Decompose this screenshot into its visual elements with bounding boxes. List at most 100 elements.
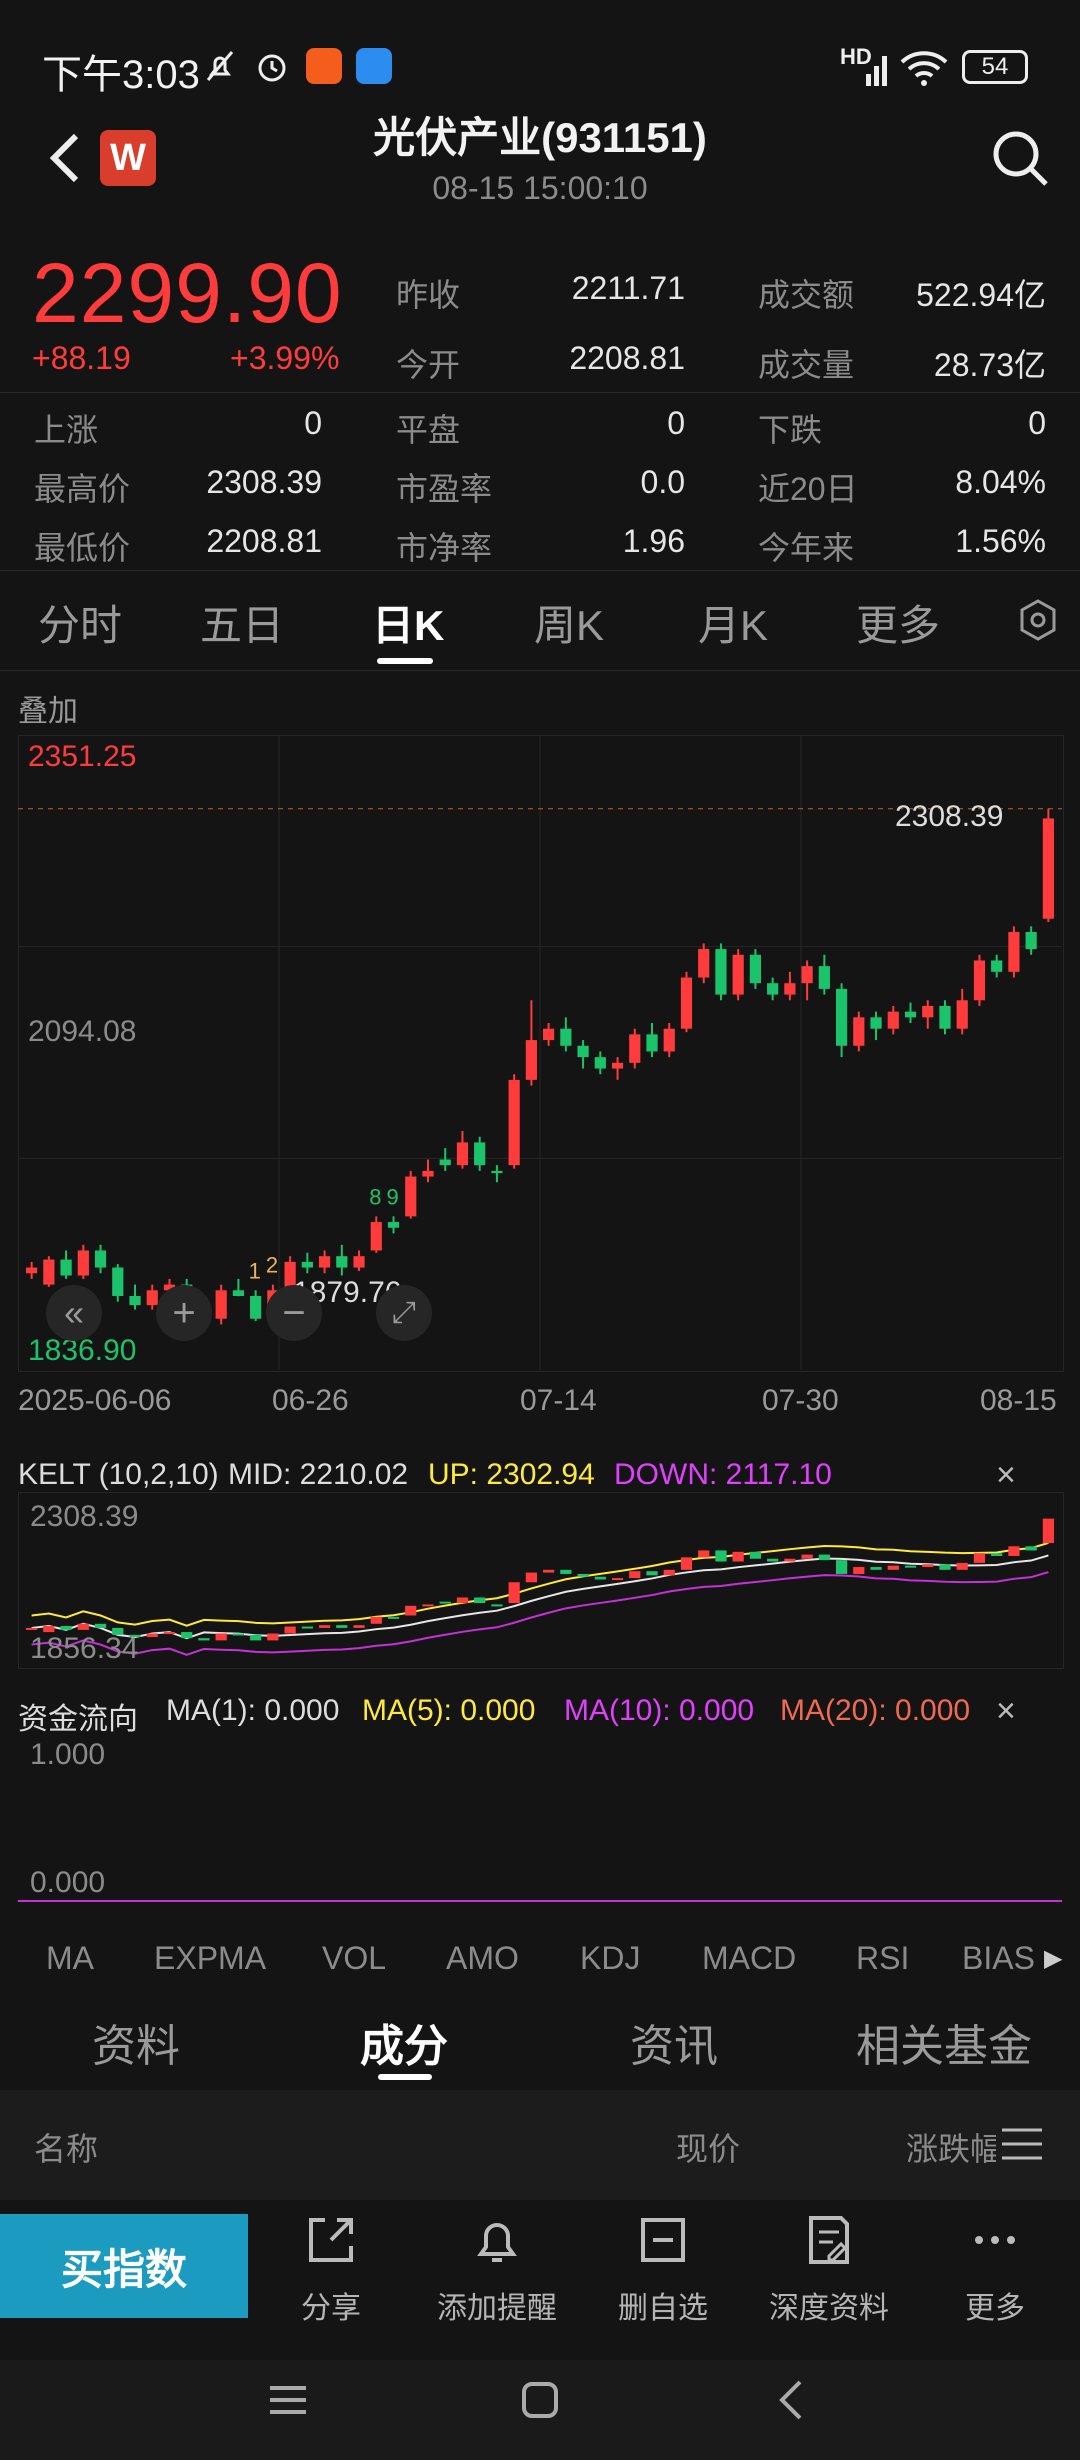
candle <box>232 1278 245 1297</box>
kelt-chart-frame <box>18 1492 1064 1669</box>
kelt-y-top: 2308.39 <box>30 1500 139 1533</box>
kelt-candle <box>801 1554 813 1559</box>
overlay-button[interactable]: 叠加 <box>18 695 78 728</box>
kline-chart-frame[interactable] <box>18 735 1064 1372</box>
col-price[interactable]: 现价 <box>676 2131 741 2167</box>
close-kelt-icon[interactable]: × <box>996 1456 1016 1494</box>
page-title: 光伏产业(931151) <box>373 114 707 161</box>
stat-value: 2208.81 <box>569 340 685 376</box>
battery-icon: 54 <box>962 50 1028 84</box>
tab-monthly-k[interactable]: 月K <box>698 602 769 649</box>
flow-ma1: MA(1): 0.000 <box>166 1694 340 1727</box>
kelt-candle <box>973 1553 986 1563</box>
add-alert-button[interactable]: 添加提醒 <box>422 2210 572 2327</box>
candle <box>543 1023 555 1046</box>
flow-ma10: MA(10): 0.000 <box>564 1694 755 1727</box>
menu-lines-icon[interactable] <box>1000 2126 1044 2162</box>
back-icon[interactable] <box>46 128 86 188</box>
candle <box>387 1216 400 1234</box>
kelt-candle <box>301 1626 313 1629</box>
candle <box>629 1028 641 1069</box>
indicator-bias[interactable]: BIAS <box>962 1940 1035 1976</box>
tab-five-day[interactable]: 五日 <box>200 602 285 649</box>
kelt-candle <box>835 1560 848 1574</box>
section-tab-info[interactable]: 资料 <box>92 2022 180 2071</box>
alarm-icon <box>258 54 286 82</box>
col-name[interactable]: 名称 <box>34 2131 99 2167</box>
kelt-candle <box>594 1576 606 1580</box>
candle <box>767 977 779 1001</box>
search-icon[interactable] <box>988 126 1052 190</box>
tab-more[interactable]: 更多 <box>856 602 941 649</box>
kelt-mid: MID: 2210.02 <box>228 1458 409 1491</box>
kelt-down-line <box>31 1571 1049 1656</box>
kelt-candle <box>146 1633 158 1638</box>
candle <box>112 1264 124 1302</box>
indicator-rsi[interactable]: RSI <box>856 1940 910 1976</box>
more-indicators-icon[interactable]: ▶ <box>1044 1945 1063 1972</box>
indicator-ma[interactable]: MA <box>46 1940 94 1976</box>
x-tick-label: 2025-06-06 <box>18 1384 172 1417</box>
fullscreen-icon[interactable]: ⤢ <box>376 1285 432 1341</box>
kelt-candle <box>405 1605 417 1616</box>
grid-value: 0 <box>304 405 322 441</box>
kelt-name[interactable]: KELT (10,2,10) <box>18 1458 219 1491</box>
zoom-in-icon[interactable]: + <box>156 1285 212 1341</box>
kelt-candle <box>77 1623 89 1630</box>
deep-data-button[interactable]: 深度资料 <box>754 2210 904 2327</box>
candle <box>732 949 744 1001</box>
scroll-left-icon[interactable]: « <box>46 1285 102 1341</box>
kelt-candle <box>629 1571 641 1579</box>
stat-label: 成交额 <box>758 277 855 313</box>
indicator-kdj[interactable]: KDJ <box>580 1940 641 1976</box>
recents-icon[interactable] <box>258 2370 318 2430</box>
back-nav-icon[interactable] <box>762 2370 822 2430</box>
add-alert-label: 添加提醒 <box>437 2292 557 2325</box>
candle <box>405 1170 417 1219</box>
candle <box>749 949 762 989</box>
kelt-candle <box>112 1627 124 1635</box>
section-tab-news[interactable]: 资讯 <box>630 2022 718 2071</box>
close-flow-icon[interactable]: × <box>996 1692 1016 1730</box>
grid-label: 最高价 <box>34 471 131 507</box>
grid-value: 0.0 <box>640 464 685 500</box>
kline-chart[interactable]: 1 2 8 9 <box>18 735 1062 1370</box>
candle <box>680 971 693 1033</box>
kelt-chart[interactable] <box>18 1492 1062 1667</box>
price-change-pct: +3.99% <box>230 340 340 376</box>
indicator-amo[interactable]: AMO <box>446 1940 519 1976</box>
kelt-candle <box>129 1634 141 1638</box>
indicator-vol[interactable]: VOL <box>322 1940 387 1976</box>
candle <box>818 954 830 995</box>
grid-label: 下跌 <box>758 412 823 448</box>
share-icon <box>309 2218 353 2262</box>
kelt-candle <box>336 1625 348 1628</box>
section-tab-funds[interactable]: 相关基金 <box>856 2022 1032 2071</box>
indicator-expma[interactable]: EXPMA <box>154 1940 267 1976</box>
deep-data-label: 深度资料 <box>769 2292 889 2325</box>
candle <box>77 1244 89 1279</box>
tab-intraday[interactable]: 分时 <box>38 602 123 649</box>
flow-chart[interactable] <box>18 1728 1062 1913</box>
indicator-macd[interactable]: MACD <box>702 1940 797 1976</box>
kelt-candle <box>543 1569 555 1573</box>
home-icon[interactable] <box>510 2370 570 2430</box>
remove-watchlist-button[interactable]: 删自选 <box>588 2210 738 2327</box>
tab-daily-k[interactable]: 日K <box>372 602 445 649</box>
kelt-candle <box>422 1604 434 1607</box>
flow-name[interactable]: 资金流向 <box>18 1703 138 1736</box>
grid-label: 市盈率 <box>396 471 493 507</box>
more-button[interactable]: 更多 <box>920 2210 1070 2327</box>
component-list-header <box>0 2090 1080 2200</box>
kelt-candle <box>991 1553 1003 1556</box>
section-tab-components[interactable]: 成分 <box>360 2022 448 2071</box>
settings-hex-icon[interactable] <box>1018 598 1058 642</box>
tab-weekly-k[interactable]: 周K <box>534 602 605 649</box>
zoom-out-icon[interactable]: − <box>266 1285 322 1341</box>
candle <box>146 1284 158 1310</box>
y-mid-label: 2094.08 <box>28 1015 137 1048</box>
kelt-up: UP: 2302.94 <box>428 1458 595 1491</box>
col-change[interactable]: 涨跌幅 <box>906 2131 996 2167</box>
buy-index-button[interactable]: 买指数 <box>0 2214 248 2318</box>
share-button[interactable]: 分享 <box>256 2210 406 2327</box>
